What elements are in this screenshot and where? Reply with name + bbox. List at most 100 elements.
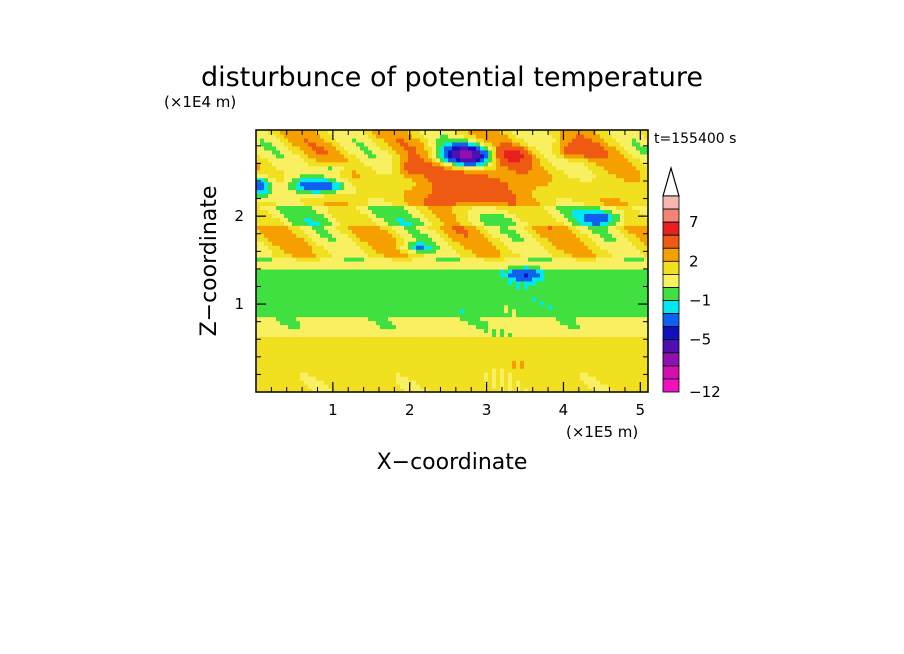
field-cell [456, 352, 461, 357]
field-cell [364, 276, 369, 282]
field-cell [432, 229, 437, 234]
field-cell [408, 161, 413, 167]
field-cell [260, 189, 265, 195]
field-cell [324, 376, 329, 381]
field-cell [432, 149, 437, 155]
field-cell [508, 225, 513, 230]
field-cell [368, 336, 373, 341]
field-cell [260, 237, 265, 242]
field-cell [520, 169, 525, 175]
field-cell [380, 276, 385, 282]
field-cell [356, 261, 361, 266]
field-cell [420, 253, 425, 258]
field-cell [380, 137, 385, 143]
field-cell [452, 316, 457, 322]
field-cell [292, 388, 297, 393]
field-cell [312, 296, 317, 302]
field-cell [444, 193, 449, 199]
field-cell [468, 257, 473, 262]
field-cell [316, 177, 321, 183]
field-cell [500, 177, 505, 183]
field-cell [352, 272, 357, 278]
field-cell [532, 261, 537, 266]
field-cell [256, 137, 261, 143]
field-cell [304, 380, 309, 385]
field-cell [556, 348, 561, 353]
field-cell [496, 288, 501, 294]
field-cell [532, 292, 537, 298]
field-cell [540, 149, 545, 155]
field-cell [408, 328, 413, 334]
field-cell [308, 169, 313, 175]
field-cell [476, 177, 481, 183]
field-cell [264, 253, 269, 258]
field-cell [356, 245, 361, 250]
field-cell [344, 372, 349, 377]
field-cell [400, 388, 405, 393]
field-cell [432, 328, 437, 334]
field-cell [500, 257, 505, 262]
field-cell [268, 149, 273, 155]
field-cell [380, 280, 385, 286]
field-cell [396, 225, 401, 230]
field-cell [548, 229, 553, 234]
field-cell [272, 344, 277, 349]
field-cell [556, 253, 561, 258]
field-cell [404, 193, 409, 199]
field-cell [392, 372, 397, 377]
field-cell [464, 185, 469, 191]
field-cell [540, 312, 545, 318]
field-cell [316, 209, 321, 214]
field-cell [492, 137, 497, 143]
field-cell [456, 264, 461, 270]
field-cell [492, 332, 497, 338]
field-cell [464, 340, 469, 345]
field-cell [484, 284, 489, 290]
field-cell [532, 197, 537, 203]
field-cell [548, 296, 553, 302]
field-cell [396, 352, 401, 357]
field-cell [368, 300, 373, 306]
field-cell [272, 384, 277, 389]
field-cell [352, 241, 357, 246]
field-cell [492, 201, 497, 207]
field-cell [516, 312, 521, 318]
field-cell [268, 288, 273, 294]
field-cell [412, 233, 417, 238]
field-cell [468, 364, 473, 369]
field-cell [520, 280, 525, 286]
field-cell [504, 225, 509, 230]
field-cell [540, 348, 545, 353]
field-cell [496, 161, 501, 167]
field-cell [336, 181, 341, 187]
field-cell [548, 209, 553, 214]
field-cell [288, 356, 293, 361]
field-cell [528, 312, 533, 318]
field-cell [372, 133, 377, 139]
field-cell [392, 376, 397, 381]
field-cell [492, 153, 497, 159]
field-cell [296, 257, 301, 262]
field-cell [524, 272, 529, 278]
field-cell [404, 173, 409, 179]
field-cell [416, 241, 421, 246]
field-cell [456, 336, 461, 341]
field-cell [440, 300, 445, 306]
field-cell [260, 153, 265, 159]
field-cell [504, 197, 509, 203]
field-cell [260, 201, 265, 207]
field-cell [500, 149, 505, 155]
field-cell [508, 292, 513, 298]
field-cell [532, 161, 537, 167]
field-cell [280, 165, 285, 171]
field-cell [420, 300, 425, 306]
field-cell [352, 324, 357, 330]
field-cell [492, 384, 497, 389]
field-cell [348, 328, 353, 334]
field-cell [352, 165, 357, 171]
field-cell [296, 380, 301, 385]
field-cell [476, 137, 481, 143]
field-cell [272, 304, 277, 310]
field-cell [360, 340, 365, 345]
field-cell [508, 261, 513, 266]
